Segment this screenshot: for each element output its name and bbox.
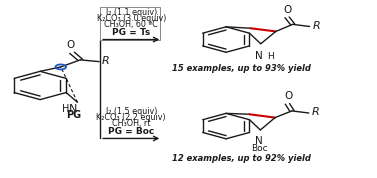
Text: CH₃OH, 60 ºC: CH₃OH, 60 ºC — [104, 20, 158, 29]
Text: R: R — [312, 108, 320, 117]
Text: K₂CO₃ (3.0 equiv): K₂CO₃ (3.0 equiv) — [97, 14, 166, 23]
Text: O: O — [66, 40, 74, 50]
Text: I₂ (1.1 equiv): I₂ (1.1 equiv) — [106, 8, 157, 17]
Text: I₂ (1.5 equiv): I₂ (1.5 equiv) — [106, 107, 157, 116]
Text: N: N — [69, 104, 77, 114]
Text: PG = Ts: PG = Ts — [112, 28, 150, 37]
Text: R: R — [313, 21, 320, 31]
Text: R: R — [102, 56, 110, 66]
Text: PG: PG — [66, 110, 81, 120]
Text: Boc: Boc — [251, 144, 268, 153]
Text: 12 examples, up to 92% yield: 12 examples, up to 92% yield — [172, 154, 311, 163]
Text: 15 examples, up to 93% yield: 15 examples, up to 93% yield — [172, 64, 311, 73]
Text: N: N — [255, 136, 263, 146]
Text: O: O — [284, 5, 292, 15]
Text: K₂CO₃ (2.2 equiv): K₂CO₃ (2.2 equiv) — [97, 113, 166, 122]
Text: H: H — [268, 52, 274, 61]
Text: CH₃OH, rt: CH₃OH, rt — [112, 119, 150, 128]
FancyBboxPatch shape — [100, 7, 160, 40]
Text: N: N — [255, 51, 263, 61]
Text: O: O — [284, 91, 293, 101]
Text: PG = Boc: PG = Boc — [108, 127, 154, 135]
Text: H: H — [63, 104, 70, 114]
